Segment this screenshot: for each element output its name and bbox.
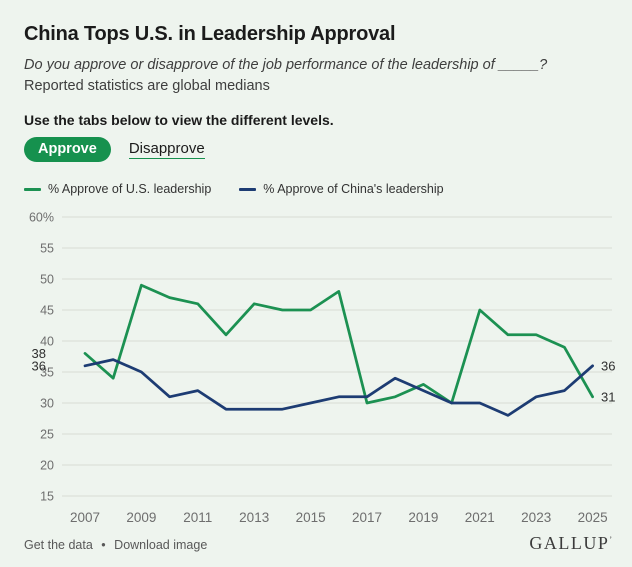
- svg-text:2023: 2023: [521, 510, 551, 525]
- svg-text:20: 20: [40, 459, 54, 473]
- svg-text:36: 36: [32, 358, 46, 373]
- svg-text:2011: 2011: [183, 510, 212, 525]
- svg-text:2025: 2025: [578, 510, 608, 525]
- download-image-link[interactable]: Download image: [114, 538, 208, 552]
- svg-text:40: 40: [40, 335, 54, 349]
- survey-note: Reported statistics are global medians: [24, 78, 270, 94]
- chart-footer: Get the data • Download image GALLUP’: [24, 533, 612, 554]
- legend-label-china: % Approve of China's leadership: [263, 182, 444, 196]
- legend-item-china: % Approve of China's leadership: [239, 182, 444, 196]
- chart-legend: % Approve of U.S. leadership % Approve o…: [24, 182, 608, 196]
- get-data-link[interactable]: Get the data: [24, 538, 93, 552]
- gallup-trademark: ’: [609, 535, 612, 544]
- tabs-instruction: Use the tabs below to view the different…: [24, 112, 334, 128]
- us-line-swatch-icon: [24, 187, 41, 191]
- svg-text:15: 15: [40, 490, 54, 504]
- svg-text:2015: 2015: [296, 510, 326, 525]
- svg-text:55: 55: [40, 242, 54, 256]
- svg-text:30: 30: [40, 397, 54, 411]
- svg-text:25: 25: [40, 428, 54, 442]
- tab-disapprove[interactable]: Disapprove: [128, 140, 205, 159]
- svg-text:36: 36: [601, 358, 615, 373]
- svg-text:2009: 2009: [126, 510, 156, 525]
- level-tabs: Approve Disapprove: [24, 137, 608, 162]
- svg-text:60%: 60%: [29, 211, 54, 225]
- svg-text:2007: 2007: [70, 510, 100, 525]
- svg-text:2013: 2013: [239, 510, 269, 525]
- survey-question: Do you approve or disapprove of the job …: [24, 57, 548, 73]
- gallup-wordmark: GALLUP’: [529, 533, 612, 554]
- chart-header: China Tops U.S. in Leadership Approval D…: [0, 0, 632, 196]
- svg-text:45: 45: [40, 304, 54, 318]
- svg-text:31: 31: [601, 389, 615, 404]
- footer-separator: •: [101, 538, 106, 552]
- legend-item-us: % Approve of U.S. leadership: [24, 182, 211, 196]
- svg-text:35: 35: [40, 366, 54, 380]
- svg-text:38: 38: [32, 346, 46, 361]
- china-line-swatch-icon: [239, 187, 257, 191]
- svg-text:2021: 2021: [465, 510, 495, 525]
- svg-text:2017: 2017: [352, 510, 382, 525]
- gallup-wordmark-text: GALLUP: [529, 533, 610, 553]
- tab-approve[interactable]: Approve: [24, 137, 111, 162]
- svg-text:2019: 2019: [408, 510, 438, 525]
- footer-links: Get the data • Download image: [24, 538, 207, 552]
- svg-text:50: 50: [40, 273, 54, 287]
- legend-label-us: % Approve of U.S. leadership: [48, 182, 212, 196]
- page-title: China Tops U.S. in Leadership Approval: [24, 23, 396, 45]
